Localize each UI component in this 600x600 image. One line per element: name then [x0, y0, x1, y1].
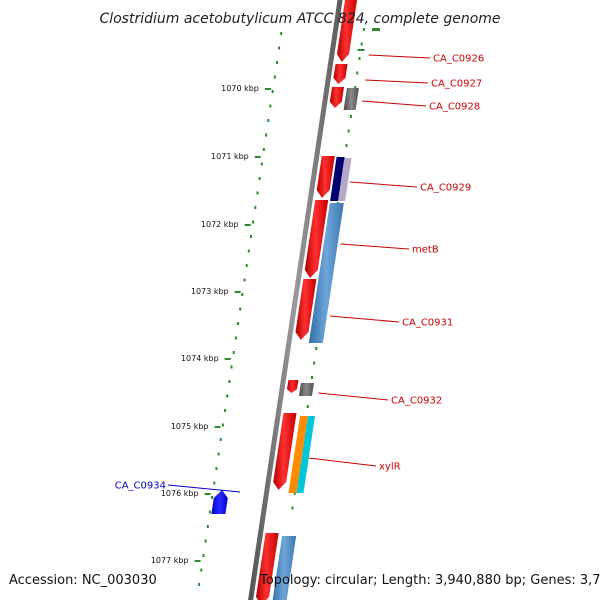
- scale-tick-label: 1077 kbp: [151, 556, 189, 565]
- scale-tick-label: 1071 kbp: [211, 152, 249, 161]
- left-dotted-ruler: [198, 32, 283, 586]
- accession-label: Accession: NC_003030: [9, 573, 157, 588]
- gene-label[interactable]: CA_C0931: [402, 318, 453, 329]
- cds-bottom: [256, 533, 279, 600]
- scale-tick-label: 1070 kbp: [221, 84, 259, 93]
- genome-title: Clostridium acetobutylicum ATCC 824, com…: [99, 11, 500, 27]
- gene-leader-line: [167, 484, 241, 493]
- scale-minor-tick: [372, 28, 380, 31]
- cds-xylr-cyan: [296, 416, 315, 493]
- cds-ca-c0928: [329, 87, 344, 108]
- gene-leader-line: [368, 54, 431, 59]
- scale-tick-label: 1072 kbp: [201, 220, 239, 229]
- cds-ca-c0926: [337, 0, 357, 62]
- gene-leader-line: [361, 100, 427, 107]
- cds-xylr-orange: [288, 416, 308, 493]
- gene-label[interactable]: xylR: [379, 462, 401, 473]
- feature-metb-blue: [308, 203, 344, 343]
- gene-features: [211, 0, 380, 600]
- scale-tick-label: 1074 kbp: [181, 354, 219, 363]
- gene-label[interactable]: metB: [412, 245, 439, 256]
- rna-ca-c0932: [299, 383, 314, 396]
- cds-ca-c0929-lilac: [338, 158, 352, 201]
- gene-leader-line: [340, 243, 410, 250]
- cds-ca-c0931: [295, 279, 317, 340]
- genome-backbone: [248, 0, 343, 600]
- scale-ticks: 1070 kbp 1071 kbp 1072 kbp 1073 kbp 1074 kbp…: [151, 49, 365, 565]
- cds-ca-c0929: [316, 156, 335, 198]
- gene-leader-line: [349, 181, 418, 188]
- gene-leader-line: [318, 392, 389, 401]
- cds-metb: [304, 200, 329, 278]
- gene-label[interactable]: CA_C0932: [391, 396, 442, 407]
- cds-ca-c0934: [211, 490, 228, 514]
- rna-ca-c0928: [343, 88, 359, 110]
- gene-labels: CA_C0926 CA_C0927 CA_C0928 CA_C0929 metB CA_C…: [115, 54, 484, 493]
- gene-label[interactable]: CA_C0929: [420, 183, 471, 194]
- cds-ca-c0927: [333, 64, 348, 84]
- scale-tick-label: 1073 kbp: [191, 287, 229, 296]
- cds-xylr: [273, 413, 297, 490]
- gene-label[interactable]: CA_C0928: [429, 102, 480, 113]
- gene-leader-line: [329, 315, 400, 323]
- topology-label: Topology: circular; Length: 3,940,880 bp…: [260, 573, 600, 588]
- cds-ca-c0932: [287, 380, 299, 393]
- gene-leader-line: [308, 457, 377, 467]
- gene-label[interactable]: CA_C0926: [433, 54, 484, 65]
- scale-tick-label: 1076 kbp: [161, 489, 199, 498]
- gene-label[interactable]: CA_C0927: [431, 79, 482, 90]
- scale-tick-label: 1075 kbp: [171, 422, 209, 431]
- gene-leader-line: [365, 79, 429, 84]
- feature-bottom-blue: [272, 536, 297, 600]
- cds-ca-c0929-navy: [330, 157, 345, 201]
- gene-label[interactable]: CA_C0934: [115, 481, 166, 492]
